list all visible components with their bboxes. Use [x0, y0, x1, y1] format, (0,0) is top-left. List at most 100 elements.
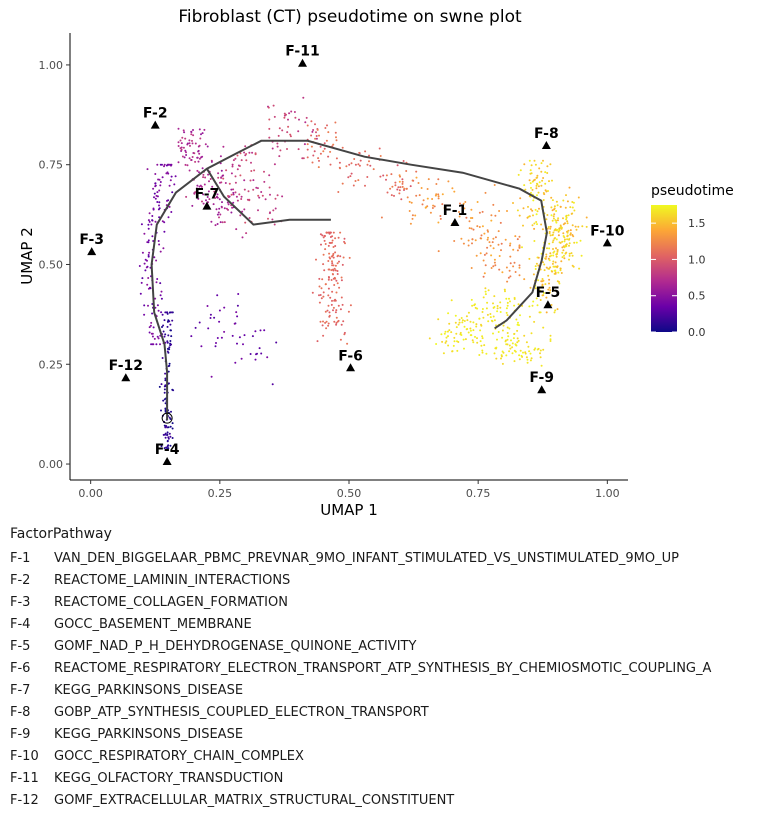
cell-point — [301, 157, 304, 160]
cell-point — [222, 177, 225, 180]
x-tick-label: 0.00 — [78, 487, 103, 500]
cell-point — [335, 322, 338, 324]
cell-point — [268, 212, 271, 215]
cell-point — [513, 304, 516, 307]
cell-point — [522, 224, 524, 227]
cell-point — [472, 341, 475, 344]
cell-point — [171, 319, 174, 322]
factor-id: F-7 — [10, 683, 31, 698]
cell-point — [560, 260, 563, 263]
cell-point — [519, 197, 522, 200]
cell-point — [151, 215, 154, 217]
cell-point — [545, 311, 548, 314]
cell-point — [164, 426, 167, 429]
cell-point — [202, 173, 205, 176]
cell-point — [461, 321, 464, 324]
cell-point — [512, 202, 514, 204]
cell-point — [470, 208, 473, 211]
cell-point — [150, 223, 153, 226]
cell-point — [556, 228, 559, 231]
cell-point — [327, 131, 330, 134]
cell-point — [322, 291, 325, 294]
cell-point — [518, 264, 521, 267]
cell-point — [566, 231, 569, 234]
cell-point — [334, 269, 337, 272]
cell-point — [192, 134, 195, 137]
cell-point — [499, 221, 502, 224]
cell-point — [546, 227, 549, 230]
cell-point — [243, 151, 246, 154]
cell-point — [565, 214, 568, 217]
cell-point — [456, 349, 459, 352]
cell-point — [334, 251, 337, 254]
cell-point — [354, 180, 357, 182]
cell-point — [169, 425, 172, 428]
cell-point — [167, 447, 170, 450]
cell-point — [144, 269, 147, 272]
cell-point — [550, 196, 553, 199]
cell-point — [185, 154, 188, 156]
cell-point — [155, 259, 158, 262]
cell-point — [380, 216, 383, 219]
cell-point — [462, 202, 465, 205]
cell-point — [166, 341, 169, 344]
cell-point — [562, 249, 565, 252]
cell-point — [520, 354, 523, 357]
cell-point — [396, 164, 399, 167]
cell-point — [506, 301, 509, 304]
cell-point — [405, 187, 408, 190]
cell-point — [547, 288, 550, 291]
factor-id: F-9 — [10, 727, 31, 742]
cell-point — [209, 313, 212, 316]
cell-point — [506, 332, 509, 334]
cell-point — [447, 335, 449, 338]
cell-point — [154, 297, 157, 300]
cell-point — [542, 261, 544, 264]
cell-point — [518, 266, 521, 269]
cell-point — [489, 316, 492, 319]
factor-label: F-2 — [143, 106, 168, 122]
x-tick-label: 0.50 — [337, 487, 362, 500]
cell-point — [545, 218, 548, 221]
cell-point — [192, 129, 194, 131]
cell-point — [510, 339, 512, 342]
cell-point — [186, 142, 189, 145]
cell-point — [516, 249, 519, 252]
cell-point — [490, 267, 493, 269]
cell-point — [221, 201, 223, 204]
cell-point — [470, 298, 473, 301]
cell-point — [390, 173, 393, 176]
cell-point — [257, 209, 259, 212]
cell-point — [415, 170, 418, 173]
cell-point — [198, 157, 201, 160]
cell-point — [530, 357, 533, 360]
cell-point — [484, 264, 487, 267]
factor-pathway-row: F-4 GOCC_BASEMENT_MEMBRANE — [10, 617, 252, 632]
cell-point — [508, 269, 511, 272]
cell-point — [306, 148, 309, 151]
cell-point — [219, 155, 222, 158]
cell-point — [569, 206, 572, 209]
cell-point — [274, 197, 277, 200]
cell-point — [268, 127, 271, 130]
cell-point — [162, 247, 165, 250]
cell-point — [511, 342, 514, 345]
cell-point — [536, 304, 539, 307]
cell-point — [339, 167, 341, 170]
cell-point — [231, 206, 234, 209]
cell-point — [519, 169, 522, 172]
cell-point — [147, 254, 150, 256]
cell-point — [327, 287, 330, 290]
cell-point — [244, 221, 247, 224]
cell-point — [245, 153, 248, 155]
cell-point — [206, 305, 209, 307]
cell-point — [568, 244, 570, 247]
cell-point — [471, 238, 474, 241]
cell-point — [578, 267, 581, 270]
cell-point — [492, 237, 495, 240]
cell-point — [263, 329, 266, 332]
cell-point — [243, 334, 246, 337]
cell-point — [335, 279, 338, 282]
cell-point — [217, 172, 220, 175]
cell-point — [530, 164, 533, 167]
